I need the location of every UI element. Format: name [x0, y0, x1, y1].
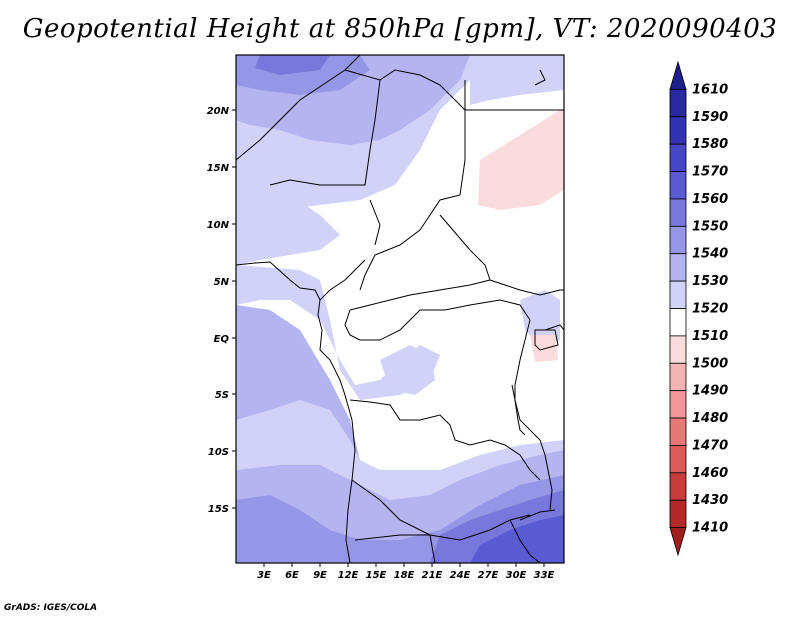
- legend-swatch: [669, 280, 687, 309]
- legend-swatch: [669, 527, 687, 557]
- legend-level-label: 1590: [692, 110, 728, 125]
- colorbar-legend: 1610 1590 1580 1570 1560 1550 1540 1530 1520 1510…: [669, 60, 728, 557]
- legend-swatch: [669, 116, 687, 145]
- lon-label: 12E: [338, 570, 359, 581]
- legend-level-label: 1480: [692, 411, 728, 426]
- lat-label: 5N: [214, 277, 230, 288]
- lon-label: 9E: [313, 570, 327, 581]
- lat-label: 5S: [215, 390, 229, 401]
- lat-label: 10S: [208, 447, 229, 458]
- legend-level-label: 1490: [692, 384, 728, 399]
- lon-label: 24E: [450, 570, 471, 581]
- lon-label: 18E: [394, 570, 415, 581]
- legend-swatch: [669, 198, 687, 227]
- legend-level-label: 1510: [692, 329, 728, 344]
- legend-swatch: [669, 472, 687, 501]
- legend-swatch: [669, 445, 687, 474]
- lon-label: 33E: [534, 570, 555, 581]
- legend-swatch: [669, 88, 687, 118]
- map-frame: [235, 54, 565, 564]
- legend-level-label: 1470: [692, 438, 728, 453]
- footer-credit: GrADS: IGES/COLA: [4, 603, 98, 613]
- boundaries: [236, 55, 564, 563]
- legend-level-label: 1580: [692, 137, 728, 152]
- lon-label: 30E: [506, 570, 527, 581]
- legend-swatch: [669, 417, 687, 446]
- legend-level-label: 1540: [692, 247, 728, 262]
- legend-level-label: 1500: [692, 356, 728, 371]
- legend-swatch: [669, 253, 687, 282]
- legend-swatch: [669, 225, 687, 255]
- legend-level-label: 1520: [692, 302, 728, 317]
- legend-swatch: [669, 143, 687, 172]
- legend-level-label: 1550: [692, 219, 728, 234]
- legend-swatch: [669, 499, 687, 529]
- legend-level-label: 1570: [692, 165, 728, 180]
- legend-swatch: [669, 362, 687, 392]
- map-title: Geopotential Height at 850hPa [gpm], VT:…: [22, 14, 778, 44]
- legend-level-label: 1430: [692, 493, 728, 508]
- legend-level-label: 1560: [692, 192, 728, 207]
- legend-level-label: 1460: [692, 466, 728, 481]
- legend-swatch: [669, 60, 687, 90]
- lon-label: 15E: [366, 570, 387, 581]
- lat-label: 20N: [207, 106, 230, 117]
- contour-fills: [236, 55, 564, 563]
- axis-ticks: [232, 109, 545, 567]
- lat-labels: 20N 15N 10N 5N EQ 5S 10S 15S: [207, 106, 230, 515]
- legend-swatch: [669, 308, 687, 337]
- legend-level-label: 1530: [692, 274, 728, 289]
- lon-label: 3E: [257, 570, 271, 581]
- legend-swatch: [669, 171, 687, 200]
- lat-label: 15N: [207, 163, 230, 174]
- lon-label: 21E: [422, 570, 443, 581]
- lon-label: 27E: [478, 570, 499, 581]
- lat-label: EQ: [214, 334, 230, 345]
- legend-swatch: [669, 335, 687, 364]
- lon-label: 6E: [285, 570, 299, 581]
- lat-label: 10N: [207, 220, 230, 231]
- legend-level-label: 1610: [692, 82, 728, 97]
- legend-swatch: [669, 390, 687, 419]
- lon-labels: 3E 6E 9E 12E 15E 18E 21E 24E 27E 30E 33E: [257, 570, 554, 581]
- lat-label: 15S: [208, 504, 229, 515]
- legend-level-label: 1410: [692, 521, 728, 536]
